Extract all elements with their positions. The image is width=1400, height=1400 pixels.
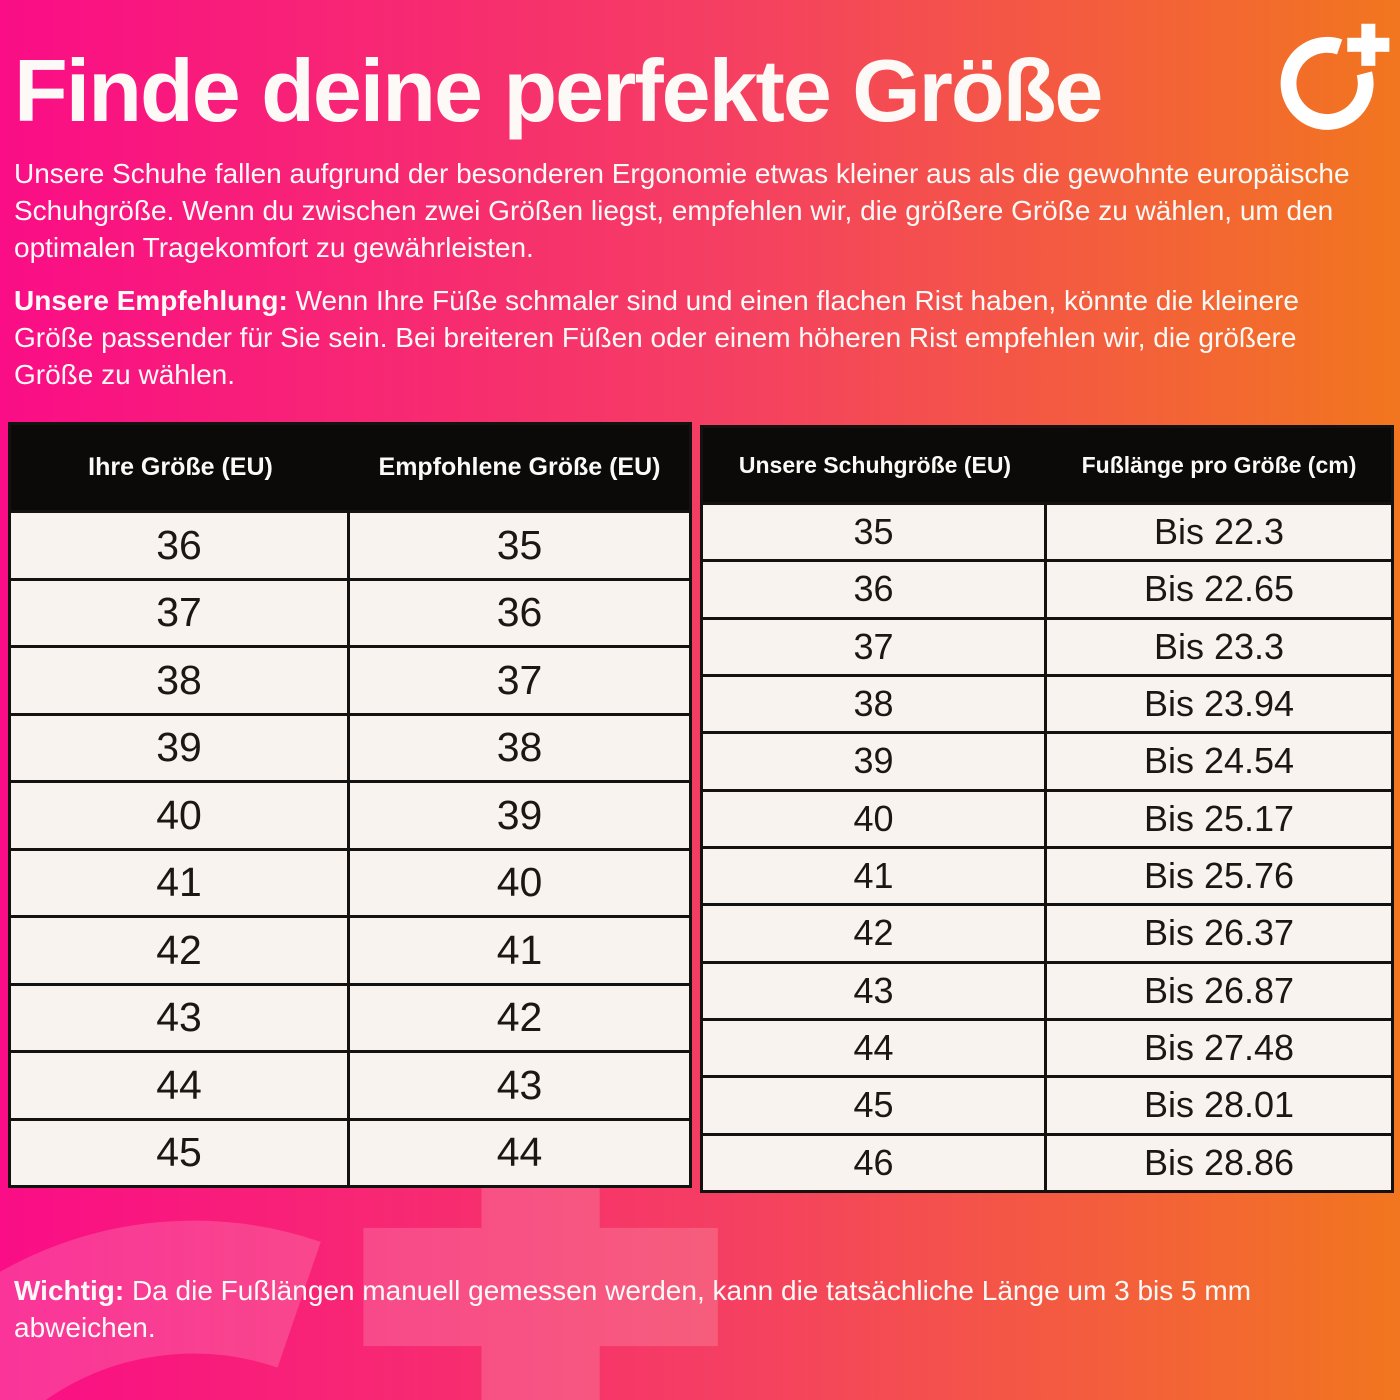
table-cell: Bis 25.17 [1143,797,1295,839]
table-row: 39 38 [11,712,689,780]
recommendation-label: Unsere Empfehlung: [14,285,288,316]
column-header: Fußlänge pro Größe (cm) [1081,451,1357,478]
table-cell: 39 [496,791,543,838]
table-row: 43 Bis 26.87 [703,960,1391,1018]
column-header: Empfohlene Größe (EU) [378,453,661,481]
table-cell: Bis 25.76 [1143,855,1295,897]
table-cell: Bis 26.37 [1143,912,1295,954]
table-cell: 38 [11,648,350,713]
table-cell: 37 [496,656,543,703]
table-row: 37 Bis 23.3 [703,616,1391,674]
table-row: 42 Bis 26.37 [703,903,1391,961]
table-row: 35 Bis 22.3 [703,502,1391,560]
table-cell: Bis 27.48 [1143,1027,1295,1069]
table-row: 39 Bis 24.54 [703,731,1391,789]
table-cell: 36 [703,562,1047,617]
table-row: 36 Bis 22.65 [703,559,1391,617]
table-cell: 35 [496,521,543,568]
size-recommendation-table: Ihre Größe (EU) Empfohlene Größe (EU) 36… [8,422,692,1188]
table-cell: 40 [11,783,350,848]
table-cell: 42 [11,918,350,983]
table-cell: 41 [11,850,350,915]
table-row: 42 41 [11,915,689,983]
table-cell: 44 [11,1053,350,1118]
table-row: 36 35 [11,510,689,578]
table-cell: 36 [496,589,543,636]
table-cell: Bis 24.54 [1143,740,1295,782]
brand-logo-icon [1280,23,1390,130]
table-row: 37 36 [11,577,689,645]
column-header: Unsere Schuhgröße (EU) [738,451,1012,478]
table-cell: 43 [703,963,1047,1018]
table-cell: 44 [703,1020,1047,1076]
table-row: 44 43 [11,1050,689,1118]
table-cell: 36 [11,513,350,578]
table-row: 40 Bis 25.17 [703,788,1391,846]
table-cell: 46 [703,1135,1047,1190]
table-cell: Bis 28.01 [1143,1084,1295,1126]
table-cell: Bis 26.87 [1143,969,1295,1011]
table-cell: Bis 22.65 [1143,568,1295,610]
table-cell: Bis 23.3 [1153,625,1285,667]
table-row: 38 37 [11,645,689,713]
table-cell: 39 [11,715,350,780]
table-row: 40 39 [11,780,689,848]
recommendation-text: Unsere Empfehlung: Wenn Ihre Füße schmal… [14,282,1364,393]
table-cell: 40 [496,859,543,906]
page-title: Finde deine perfekte Größe [14,41,1103,140]
footer-note-body: Da die Fußlängen manuell gemessen werden… [14,1275,1252,1343]
foot-length-table: Unsere Schuhgröße (EU) Fußlänge pro Größ… [700,425,1394,1193]
table-cell: 43 [496,1061,543,1108]
table-body: 36 35 37 36 38 37 39 38 40 39 41 40 42 41 43 42 … [11,510,689,1185]
table-cell: 35 [703,505,1047,560]
table-cell: 38 [496,724,543,771]
table-row: 45 44 [11,1117,689,1185]
table-cell: 41 [703,848,1047,904]
table-cell: Bis 22.3 [1153,511,1285,553]
table-cell: 45 [11,1120,350,1185]
table-cell: 44 [496,1129,543,1176]
table-row: 44 Bis 27.48 [703,1017,1391,1076]
table-row: 38 Bis 23.94 [703,673,1391,732]
table-cell: 37 [11,580,350,645]
table-header-row: Unsere Schuhgröße (EU) Fußlänge pro Größ… [703,428,1391,502]
table-row: 41 Bis 25.76 [703,845,1391,904]
table-cell: 39 [703,734,1047,789]
table-body: 35 Bis 22.3 36 Bis 22.65 37 Bis 23.3 38 Bis … [703,502,1391,1190]
column-header: Ihre Größe (EU) [88,453,273,481]
table-row: 46 Bis 28.86 [703,1132,1391,1190]
table-cell: Bis 28.86 [1143,1141,1295,1183]
table-row: 43 42 [11,982,689,1050]
table-cell: 43 [11,985,350,1050]
table-cell: Bis 23.94 [1143,683,1295,725]
table-cell: 42 [703,906,1047,961]
table-cell: 42 [496,994,543,1041]
table-row: 41 40 [11,847,689,915]
table-cell: 41 [496,926,543,973]
recommendation-body: Wenn Ihre Füße schmaler sind und einen f… [14,285,1299,390]
intro-text: Unsere Schuhe fallen aufgrund der besond… [14,158,1350,263]
footer-note: Wichtig: Da die Fußlängen manuell gemess… [14,1272,1359,1346]
table-cell: 38 [703,676,1047,732]
footer-note-label: Wichtig: [14,1275,125,1306]
table-cell: 40 [703,791,1047,846]
table-cell: 37 [703,619,1047,674]
table-header-row: Ihre Größe (EU) Empfohlene Größe (EU) [11,425,689,510]
table-cell: 45 [703,1078,1047,1133]
table-row: 45 Bis 28.01 [703,1075,1391,1133]
